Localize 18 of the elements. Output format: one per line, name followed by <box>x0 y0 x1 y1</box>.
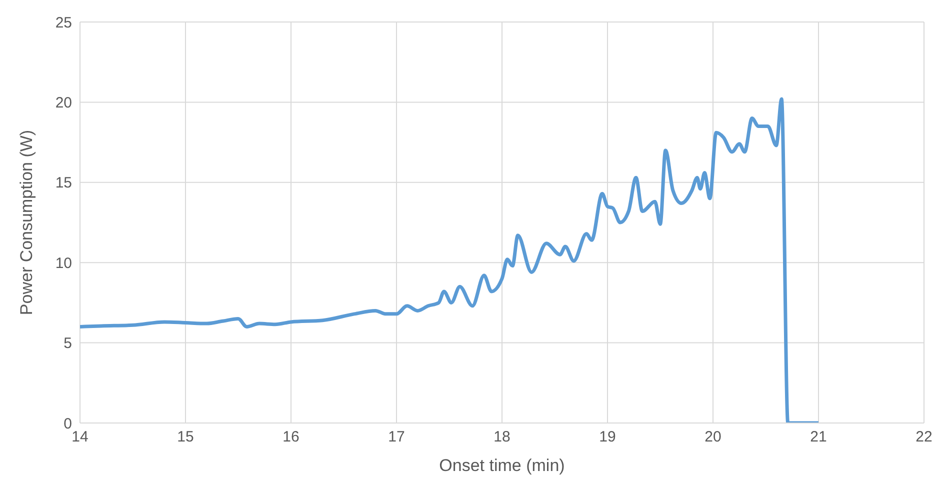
x-tick-label: 20 <box>704 428 722 446</box>
x-tick-label: 19 <box>599 428 616 446</box>
y-tick-label: 5 <box>64 335 72 352</box>
y-tick-label: 10 <box>55 254 72 272</box>
line-series <box>80 97 820 423</box>
y-tick-label: 0 <box>64 415 72 432</box>
y-tick-label: 25 <box>55 14 72 32</box>
x-tick-label: 17 <box>388 428 405 446</box>
y-tick-label: 20 <box>55 94 72 112</box>
y-tick-label: 15 <box>55 174 72 192</box>
x-tick-label: 15 <box>177 428 194 446</box>
x-tick-label: 18 <box>494 428 510 446</box>
x-axis-title: Onset time (min) <box>439 456 565 475</box>
x-tick-label: 22 <box>916 428 932 446</box>
y-axis-title: Power Consumption (W) <box>17 130 36 316</box>
x-tick-label: 14 <box>72 428 88 446</box>
x-tick-label: 16 <box>282 428 300 446</box>
x-tick-label: 21 <box>810 428 827 446</box>
